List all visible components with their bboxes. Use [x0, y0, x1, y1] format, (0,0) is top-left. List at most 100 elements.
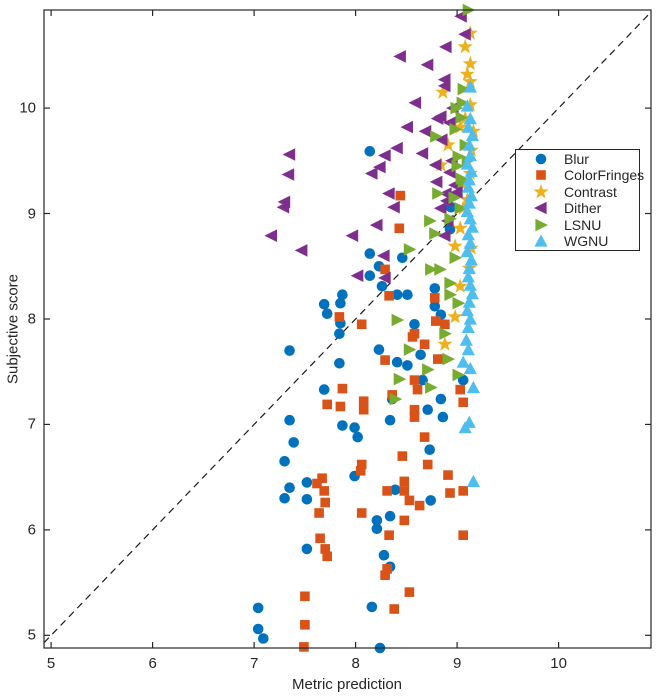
wgnu-marker [462, 173, 476, 186]
blur-marker [349, 422, 360, 433]
blur-marker [364, 146, 376, 157]
lsnu-marker [452, 368, 466, 382]
legend-label: Contrast [564, 183, 617, 200]
blur-marker [252, 623, 264, 635]
y-tick-label: 10 [19, 99, 36, 117]
blur-marker [422, 404, 433, 415]
wgnu-marker [460, 244, 474, 258]
square-icon [529, 167, 553, 183]
triangle-left-icon [529, 200, 553, 216]
blur-marker [425, 495, 436, 506]
blur-marker [337, 289, 348, 300]
colorfringes-marker [409, 375, 420, 385]
wgnu-marker [462, 138, 476, 151]
dither-marker [264, 229, 277, 242]
lsnu-marker [456, 96, 470, 110]
wgnu-marker [461, 320, 475, 333]
dither-marker [281, 168, 295, 181]
legend: Blur ColorFringes Contrast Dither LSNU WGNU [515, 149, 644, 251]
colorfringes-marker [382, 486, 392, 496]
legend-item-dither: Dither [516, 200, 639, 217]
blur-marker [284, 414, 295, 426]
lsnu-marker [449, 122, 463, 136]
colorfringes-marker [380, 355, 390, 365]
wgnu-marker [456, 355, 470, 368]
colorfringes-marker [409, 412, 420, 422]
blur-marker [288, 437, 299, 448]
colorfringes-marker [312, 478, 322, 489]
blur-marker [364, 248, 376, 259]
lsnu-marker [424, 214, 437, 228]
blur-marker [301, 543, 313, 555]
wgnu-marker [459, 333, 473, 346]
colorfringes-marker [414, 500, 425, 511]
wgnu-marker [460, 99, 474, 112]
lsnu-marker [439, 327, 452, 340]
dither-marker [373, 160, 386, 174]
wgnu-marker [463, 112, 477, 125]
wgnu-marker [466, 380, 480, 394]
dither-marker [415, 147, 429, 160]
legend-item-contrast: Contrast [516, 183, 639, 201]
lsnu-marker [444, 212, 457, 226]
dither-marker [378, 271, 391, 285]
contrast-marker [452, 278, 468, 293]
lsnu-marker [457, 82, 471, 96]
colorfringes-marker [355, 466, 366, 476]
blur-marker [364, 270, 376, 281]
wgnu-marker [462, 295, 476, 308]
triangle-up-icon [529, 233, 553, 249]
dither-marker [369, 218, 383, 232]
colorfringes-marker [419, 432, 430, 442]
blur-marker [371, 523, 383, 535]
colorfringes-marker [322, 399, 332, 410]
blur-marker [318, 298, 330, 310]
dither-marker [350, 269, 364, 282]
colorfringes-marker [399, 476, 410, 487]
lsnu-marker [432, 187, 445, 200]
blur-marker [384, 414, 396, 426]
lsnu-marker [444, 276, 457, 290]
colorfringes-marker [395, 190, 406, 201]
contrast-marker [437, 336, 453, 351]
blur-marker [424, 444, 435, 455]
blur-marker [318, 384, 330, 395]
y-tick-label: 6 [27, 521, 36, 539]
blur-marker [384, 510, 396, 522]
blur-marker [429, 283, 441, 294]
dither-marker [276, 200, 290, 214]
contrast-marker [447, 308, 463, 324]
colorfringes-marker [412, 384, 423, 395]
contrast-marker [462, 55, 478, 71]
blur-marker [402, 289, 413, 300]
lsnu-marker [422, 363, 435, 376]
circle-icon [529, 151, 553, 167]
colorfringes-marker [443, 470, 453, 480]
lsnu-marker [389, 392, 403, 406]
dither-marker [433, 202, 447, 215]
wgnu-marker [463, 278, 477, 291]
blur-marker [389, 484, 401, 496]
colorfringes-marker [458, 486, 468, 496]
colorfringes-marker [399, 515, 410, 526]
blur-marker [376, 281, 388, 292]
blur-marker [402, 360, 413, 371]
contrast-marker [435, 84, 451, 99]
lsnu-marker [449, 251, 463, 265]
wgnu-marker [464, 253, 478, 266]
blur-marker [378, 549, 390, 561]
dither-marker [430, 112, 444, 125]
legend-item-colorfringes: ColorFringes [516, 167, 644, 184]
dither-marker [439, 40, 452, 54]
wgnu-marker [464, 164, 478, 177]
lsnu-marker [425, 381, 438, 394]
x-tick-label: 7 [249, 655, 259, 672]
blur-marker [437, 411, 449, 423]
lsnu-marker [442, 352, 455, 366]
blur-marker [252, 602, 264, 614]
blur-marker [457, 374, 469, 386]
dither-marker [378, 149, 391, 162]
colorfringes-marker [315, 533, 325, 544]
dither-marker [387, 200, 400, 214]
colorfringes-marker [314, 508, 324, 518]
